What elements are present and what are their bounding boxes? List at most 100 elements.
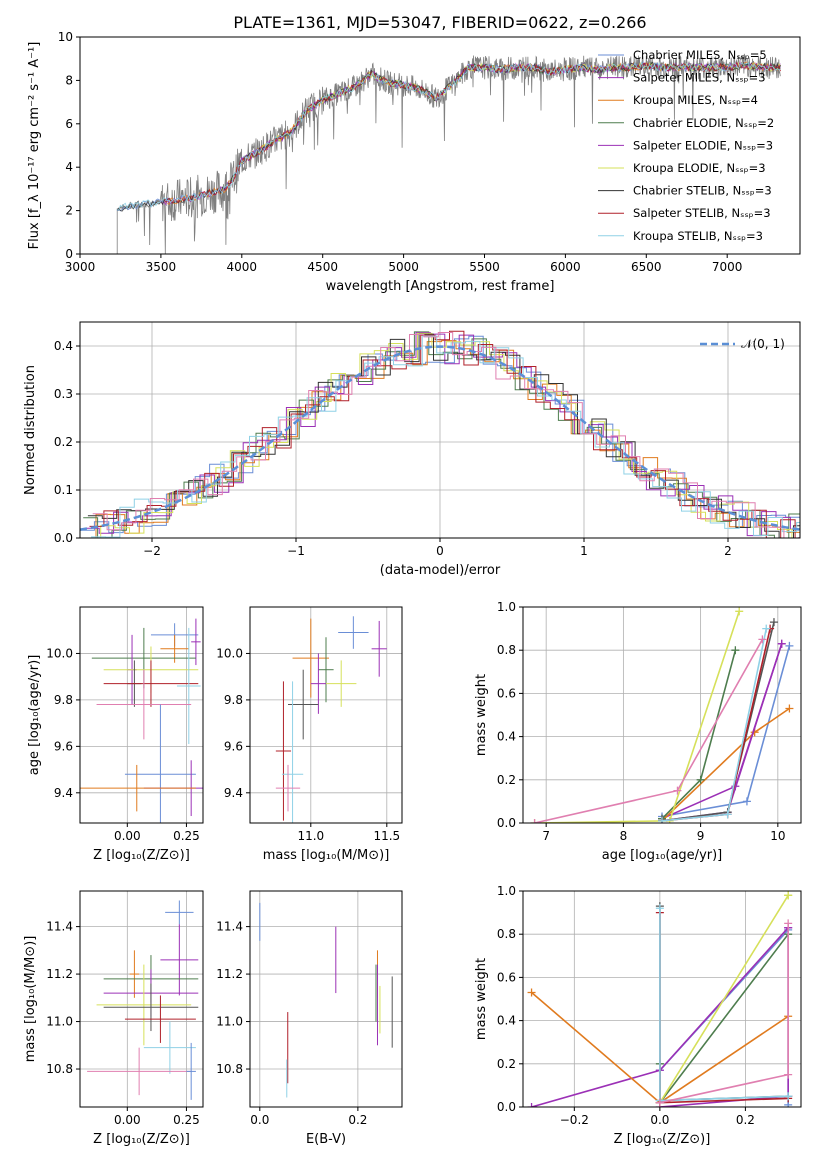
mass-weight-line-3 xyxy=(659,933,789,1106)
mass-weight-vs-metallicity-panel: −0.2 0.0 0.2 0.0 0.2 0.4 0.6 0.8 1.0 Z [log₁₀(Z/Z… xyxy=(474,884,802,1147)
axes-frame xyxy=(79,606,204,824)
y-tick-label-5: 1.0 xyxy=(497,600,516,614)
x-axis-label: Z [log₁₀(Z/Z⊙)] xyxy=(93,848,190,863)
residual-histogram-5 xyxy=(87,333,800,538)
mass-weight-vs-age-panel: 7 8 9 10 0.0 0.2 0.4 0.6 0.8 1.0 age [log₁₀(age/yr… xyxy=(474,600,802,863)
mass-weight-marker-8-0 xyxy=(655,904,664,913)
axes-frame xyxy=(249,606,403,824)
legend-label-7: Salpeter STELIB, Nₛₛₚ=3 xyxy=(633,206,771,220)
mass-weight-line-7 xyxy=(659,912,789,1104)
x-axis-label: E(B-V) xyxy=(306,1132,346,1147)
residual-histogram-8 xyxy=(92,332,800,538)
x-tick-label-1: 0.0 xyxy=(650,1113,669,1127)
y-tick-label-3: 11.4 xyxy=(216,920,243,934)
x-tick-label-1: 3500 xyxy=(146,260,177,274)
y-tick-label-1: 0.2 xyxy=(497,1057,516,1071)
mass-weight-line-2 xyxy=(661,707,790,822)
age_vs_Z-plot-area xyxy=(80,618,203,823)
legend-label-6: Chabrier STELIB, Nₛₛₚ=3 xyxy=(633,184,772,198)
x-tick-label-8: 7000 xyxy=(712,260,743,274)
y-tick-label-2: 9.8 xyxy=(54,693,73,707)
x-tick-label-1: −1 xyxy=(287,544,305,558)
x-tick-label-0: 3000 xyxy=(65,260,96,274)
mass-weight-marker-9-0 xyxy=(655,1098,664,1107)
axes-frame xyxy=(522,606,802,824)
x-tick-label-6: 6000 xyxy=(550,260,581,274)
residual-histogram-3 xyxy=(84,332,800,537)
y-tick-label-1: 11.0 xyxy=(46,1015,73,1029)
mass-weight-marker-8-0 xyxy=(658,816,666,823)
legend-label-4: Salpeter ELODIE, Nₛₛₚ=3 xyxy=(633,138,773,152)
x-tick-label-5: 5500 xyxy=(469,260,500,274)
y-tick-label-4: 0.8 xyxy=(497,927,516,941)
y-tick-label-0: 0.0 xyxy=(497,816,516,830)
x-tick-label-0: −2 xyxy=(143,544,161,558)
y-axis-label: mass [log₁₀(M/M⊙)] xyxy=(23,936,38,1063)
mass-weight-line-4 xyxy=(661,643,783,822)
mass-weight-line-9 xyxy=(534,639,764,823)
age_vs_mass-plot-area xyxy=(275,616,387,823)
spectrum-panel: 3000 3500 4000 4500 5000 5500 6000 6500 7000 0 2 4 6… xyxy=(27,30,801,294)
legend-label-3: Chabrier ELODIE, Nₛₛₚ=2 xyxy=(633,116,774,130)
y-axis-label: Normed distribution xyxy=(23,365,38,495)
x-axis-label: wavelength [Angstrom, rest frame] xyxy=(326,279,555,294)
mass_vs_Z-plot-area xyxy=(87,900,199,1100)
y-tick-label-4: 0.8 xyxy=(497,643,516,657)
mass-weight-marker-0-2 xyxy=(785,641,794,650)
legend-label-0: Chabrier MILES, Nₛₛₚ=5 xyxy=(633,48,767,62)
y-tick-label-4: 0.4 xyxy=(54,339,73,353)
y-tick-label-1: 9.6 xyxy=(224,739,243,753)
legend-label-5: Kroupa ELODIE, Nₛₛₚ=3 xyxy=(633,161,766,175)
y-axis-label: mass weight xyxy=(474,958,489,1040)
x-tick-label-1: 8 xyxy=(620,829,628,843)
legend-label-8: Kroupa STELIB, Nₛₛₚ=3 xyxy=(633,229,763,243)
mass-vs-metallicity-panel: 0.00 0.25 10.8 11.0 11.2 11.4 Z [log₁₀(Z/Z⊙)] m… xyxy=(23,890,204,1147)
axes-frame xyxy=(79,36,801,255)
x-tick-label-0: 0.0 xyxy=(250,1113,269,1127)
residuals-plot-area xyxy=(80,330,800,538)
mass-weight-marker-1-0 xyxy=(527,1103,536,1107)
x-tick-label-0: 0.00 xyxy=(114,1113,141,1127)
mass-weight-marker-8-2 xyxy=(784,1092,793,1101)
y-tick-label-3: 0.6 xyxy=(497,686,516,700)
y-tick-label-1: 2 xyxy=(65,204,73,218)
spectrum-plot-area xyxy=(116,53,781,254)
x-tick-label-1: 0.25 xyxy=(173,829,200,843)
y-axis-label: age [log₁₀(age/yr)] xyxy=(27,655,42,776)
axes-frame xyxy=(522,890,802,1108)
x-tick-label-0: 0.00 xyxy=(114,829,141,843)
x-tick-label-0: 11.0 xyxy=(297,829,324,843)
age-vs-mass-panel: 11.0 11.5 9.4 9.6 9.8 10.0 mass [log₁₀(M/M⊙)] xyxy=(216,606,403,863)
y-tick-label-3: 6 xyxy=(65,117,73,131)
mass-weight-marker-9-0 xyxy=(530,819,539,823)
mass-weight-marker-5-2 xyxy=(735,607,744,616)
residual-histogram-1 xyxy=(81,340,800,538)
y-tick-label-1: 0.2 xyxy=(497,773,516,787)
y-tick-label-0: 10.8 xyxy=(46,1062,73,1076)
mass-weight-marker-8-2 xyxy=(762,624,771,633)
x-tick-label-1: 11.5 xyxy=(373,829,400,843)
y-tick-label-2: 0.2 xyxy=(54,435,73,449)
x-tick-label-1: 0.2 xyxy=(348,1113,367,1127)
mass-weight-line-5 xyxy=(534,611,740,823)
legend-label-normal: 𝒩(0, 1) xyxy=(741,337,785,351)
y-tick-label-4: 8 xyxy=(65,73,73,87)
mass-weight-marker-8-1 xyxy=(723,810,732,819)
mass-weight-marker-5-2 xyxy=(784,891,793,900)
x-axis-label: Z [log₁₀(Z/Z⊙)] xyxy=(614,1132,711,1147)
x-axis-label: mass [log₁₀(M/M⊙)] xyxy=(263,848,390,863)
mass-weight-marker-4-2 xyxy=(777,639,786,648)
y-tick-label-3: 0.6 xyxy=(497,970,516,984)
x-tick-label-0: 7 xyxy=(542,829,550,843)
figure-title: PLATE=1361, MJD=53047, FIBERID=0622, z=0… xyxy=(233,13,646,32)
axes-frame xyxy=(249,890,403,1108)
y-tick-label-1: 11.0 xyxy=(216,1015,243,1029)
x-axis-label: age [log₁₀(age/yr)] xyxy=(602,848,723,863)
mass-weight-marker-2-0 xyxy=(527,988,536,997)
x-tick-label-7: 6500 xyxy=(631,260,662,274)
y-tick-label-5: 10 xyxy=(58,30,73,44)
x-tick-label-3: 4500 xyxy=(307,260,338,274)
x-tick-label-3: 1 xyxy=(580,544,588,558)
x-tick-label-2: 4000 xyxy=(227,260,258,274)
